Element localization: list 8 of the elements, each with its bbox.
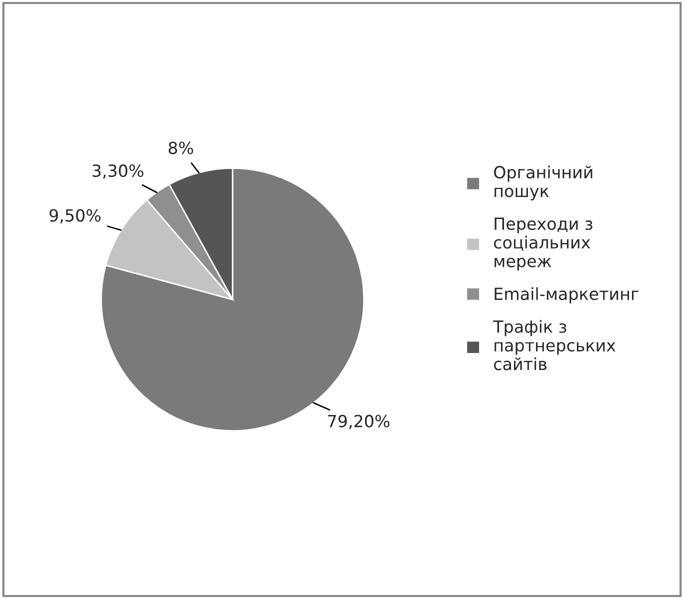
legend-label: Переходи з соціальних мереж [494, 218, 592, 271]
legend-label: Email-маркетинг [494, 287, 638, 304]
legend-label: Трафік з партнерських сайтів [493, 320, 616, 370]
legend-label: Органічний пошук [494, 166, 592, 200]
data-label: 8% [168, 142, 194, 154]
data-label: 79,20% [328, 414, 390, 430]
data-label: 3,30% [92, 164, 144, 179]
data-label: 9,50% [50, 209, 101, 224]
